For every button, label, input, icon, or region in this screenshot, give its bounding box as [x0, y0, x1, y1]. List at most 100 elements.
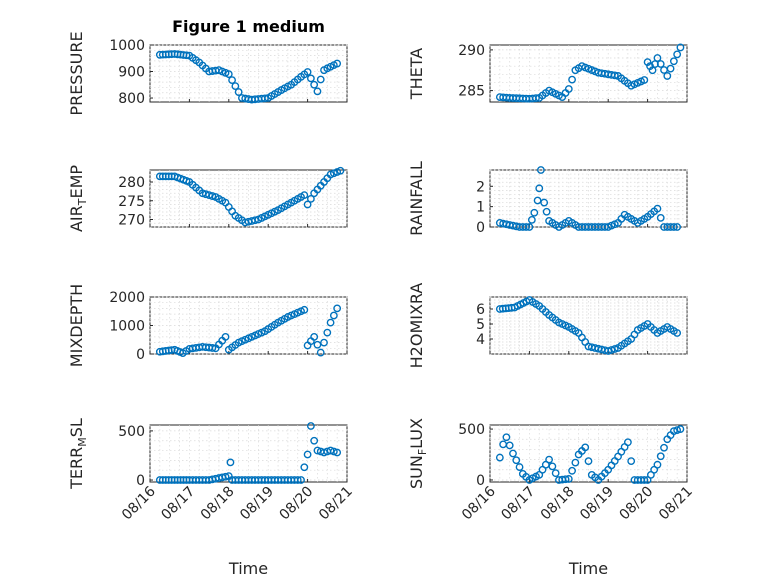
data-point — [306, 422, 315, 430]
data-point — [533, 196, 542, 205]
data-point — [653, 54, 662, 62]
subplot-sun-flux: 0 500 08/16 08/17 08/18 08/19 08/20 08/21 SUNFLU… — [407, 418, 696, 578]
data-point — [584, 457, 593, 466]
data-point — [313, 340, 322, 349]
data-point — [333, 304, 342, 313]
data-point — [607, 346, 616, 354]
y-tick-label: 0 — [136, 347, 145, 363]
data-point — [525, 223, 534, 231]
data-point — [303, 200, 312, 209]
chart-title: Figure 1 medium — [172, 17, 325, 36]
data-point — [336, 166, 345, 175]
series-theta — [495, 43, 685, 103]
y-axis-label: SUNFLUX — [407, 418, 429, 489]
data-point — [329, 447, 338, 456]
data-point — [512, 456, 521, 465]
x-axis-label: Time — [568, 559, 608, 578]
y-tick-label: 285 — [458, 84, 485, 100]
series-sun-flux — [495, 425, 685, 484]
y-tick-label: 0 — [476, 220, 485, 236]
data-point — [221, 332, 230, 341]
data-point — [306, 194, 315, 203]
subplot-terr-msl: 0 500 08/16 08/17 08/18 08/19 08/20 08/21 TERRMS… — [67, 418, 356, 578]
y-axis-label: TERRMSL — [67, 418, 89, 490]
data-point — [640, 76, 649, 84]
data-point — [627, 457, 636, 466]
x-tick-label: 08/17 — [158, 484, 198, 524]
subplot-theta: 285 290 THETA — [407, 43, 688, 103]
data-point — [604, 347, 613, 355]
y-tick-label: 280 — [118, 175, 145, 191]
subplot-pressure: 800 900 1000 PRESSURE Figure 1 medium — [67, 17, 348, 116]
series-mixdepth — [155, 304, 342, 358]
data-point — [673, 329, 682, 337]
data-point — [624, 438, 632, 447]
y-tick-label: 275 — [118, 194, 145, 210]
data-point — [564, 475, 573, 483]
data-point — [316, 75, 325, 84]
data-point — [666, 64, 675, 73]
data-point — [509, 449, 517, 458]
y-tick-label: 6 — [476, 302, 485, 318]
data-point — [532, 94, 540, 103]
y-tick-label: 1000 — [109, 319, 145, 335]
data-point — [610, 71, 619, 80]
data-point — [669, 427, 678, 436]
data-point — [329, 311, 338, 320]
data-point — [261, 94, 269, 103]
data-point — [542, 207, 551, 216]
data-point — [505, 441, 514, 450]
series-h2omixra — [495, 296, 682, 355]
data-point — [231, 82, 240, 90]
data-point — [316, 348, 325, 357]
data-point — [610, 345, 619, 353]
data-point — [333, 59, 342, 68]
y-tick-label: 4 — [476, 332, 485, 348]
y-tick-label: 500 — [458, 422, 485, 438]
subplot-mixdepth: 0 1000 2000 MIXDEPTH — [67, 284, 348, 367]
series-rainfall — [495, 166, 682, 231]
y-tick-label: 270 — [118, 213, 145, 229]
data-point — [673, 50, 682, 59]
x-tick-label: 08/18 — [538, 484, 578, 524]
data-point — [673, 426, 682, 434]
data-point — [224, 70, 233, 79]
y-tick-label: 500 — [118, 424, 145, 440]
x-tick-label: 08/20 — [617, 484, 657, 524]
data-point — [303, 450, 312, 459]
data-point — [676, 425, 685, 433]
data-point — [561, 475, 570, 484]
data-point — [208, 344, 217, 352]
y-axis-label: THETA — [407, 48, 426, 100]
data-point — [313, 87, 322, 96]
series-terr-msl — [155, 422, 342, 484]
y-tick-label: 800 — [118, 91, 145, 107]
data-point — [676, 43, 685, 52]
data-point — [208, 192, 217, 200]
x-tick-label: 08/20 — [277, 484, 317, 524]
data-point — [326, 318, 335, 327]
y-tick-label: 2 — [476, 179, 485, 195]
data-point — [310, 436, 319, 445]
y-tick-label: 2000 — [109, 290, 145, 306]
data-point — [234, 88, 243, 96]
data-point — [303, 68, 312, 76]
series-pressure — [155, 50, 342, 104]
data-point — [653, 204, 662, 213]
data-point — [545, 455, 553, 464]
data-point — [495, 453, 504, 462]
data-point — [522, 223, 531, 231]
data-point — [226, 458, 235, 467]
y-tick-label: 5 — [476, 317, 485, 333]
data-point — [581, 443, 590, 452]
data-point — [656, 60, 665, 68]
data-point — [300, 305, 309, 314]
data-point — [660, 443, 668, 452]
data-point — [502, 433, 511, 442]
y-axis-label: RAINFALL — [407, 161, 426, 236]
data-point — [568, 75, 576, 84]
data-point — [333, 448, 342, 457]
data-point — [640, 476, 649, 484]
data-point — [251, 216, 259, 225]
